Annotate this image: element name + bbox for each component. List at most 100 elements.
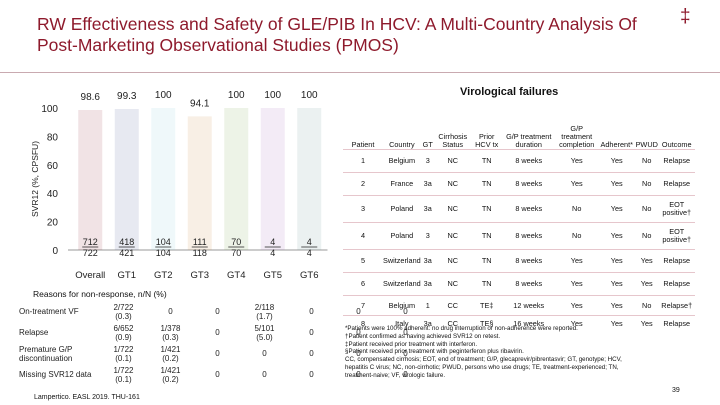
vf-row: 2 France 3a NC TN 8 weeks Yes Yes No Relapse (343, 172, 695, 196)
vf-cell: NC (434, 249, 471, 273)
vf-cell: No (634, 222, 659, 250)
y-axis-label: SVR12 (%, CPSFU) (30, 141, 40, 217)
value-label: 100 (264, 90, 281, 101)
bar (78, 109, 103, 250)
reason-value: 1/378 (0.3) (160, 323, 181, 342)
vf-cell: Yes (598, 195, 635, 223)
footnote-line: hepatitis C virus; NC, non-cirrhotic; PW… (345, 363, 619, 371)
vf-cell: 16 weeks (502, 315, 555, 333)
footnote-line: *Patients were 100% adherent: no drug in… (345, 325, 578, 332)
reason-value: 0 (309, 370, 314, 379)
value-label: 99.3 (117, 91, 137, 102)
vf-header-cell: Prior HCV tx (475, 132, 499, 149)
reason-value: 2/118 (1.7) (254, 302, 275, 321)
vf-cell: Yes (598, 149, 635, 173)
x-tick-label: GT6 (300, 270, 318, 281)
numerator-label: 70 (231, 237, 241, 247)
footnote-line: CC, compensated cirrhosis; EOT, end of t… (345, 356, 622, 364)
vf-cell: Yes (554, 172, 599, 196)
vf-cell: Belgium (383, 149, 421, 173)
reason-value: 0 (356, 349, 361, 358)
vf-cell: 1 (420, 295, 435, 316)
y-tick-label: 20 (47, 218, 59, 229)
vf-cell: Yes (554, 295, 599, 316)
vf-header-cell: G/P treatment duration (506, 132, 552, 149)
reason-value: 1/421 (0.2) (160, 344, 181, 363)
reason-label: Premature G/P discontinuation (19, 344, 73, 363)
reason-value: 0 (309, 307, 314, 316)
vf-header-cell: Adherent* (600, 140, 633, 149)
reasons-row: Relapse 6/652 (0.9) 1/378 (0.3) 0 5/101 (5.0… (19, 322, 429, 343)
value-label: 94.1 (190, 98, 210, 109)
vf-cell: Poland (383, 222, 421, 250)
vf-cell: Yes (598, 315, 635, 333)
reason-value: 0 (403, 370, 408, 379)
value-label: 100 (155, 90, 172, 101)
vf-header-row: Patient Country GT Cirrhosis Status Prior HC… (343, 107, 695, 150)
vf-header-cell: GT (422, 140, 433, 149)
reason-label: Relapse (19, 328, 49, 337)
reason-label: Missing SVR12 data (19, 370, 92, 379)
reason-value: 0 (215, 349, 220, 358)
vf-cell: Yes (554, 315, 599, 333)
vf-cell: 3a (420, 172, 435, 196)
vf-cell: CC (434, 295, 471, 316)
vf-cell: Yes (634, 272, 659, 296)
x-tick-label: GT2 (154, 270, 172, 281)
vf-cell: 8 weeks (502, 149, 555, 173)
vf-row: 1 Belgium 3 NC TN 8 weeks Yes Yes No Relapse (343, 149, 695, 173)
vf-cell: Relapse (658, 272, 695, 296)
reason-value: 2/722 (0.3) (113, 302, 134, 321)
vf-cell: 3 (343, 195, 383, 223)
reasons-row: Missing SVR12 data 1/722 (0.1) 1/421 (0.2)… (19, 364, 429, 385)
vf-cell: Yes (634, 249, 659, 273)
vf-cell: Yes (554, 249, 599, 273)
value-label: 98.6 (81, 92, 101, 103)
vf-cell: 8 weeks (502, 222, 555, 250)
vf-cell: Relapse (658, 315, 695, 333)
vf-cell: 3a (420, 315, 435, 333)
vf-cell: 8 weeks (502, 249, 555, 273)
reason-value: 5/101 (5.0) (254, 323, 275, 342)
citation: Lampertico. EASL 2019. THU-161 (34, 394, 140, 401)
vf-cell: Yes (598, 222, 635, 250)
numerator-label: 4 (307, 237, 312, 247)
vf-cell: France (383, 172, 421, 196)
vf-cell: EOT positive† (658, 222, 695, 250)
reason-value: 0 (309, 349, 314, 358)
vf-cell: 8 weeks (502, 195, 555, 223)
virological-failures-table: Patient Country GT Cirrhosis Status Prior HC… (343, 107, 695, 333)
numerator-label: 712 (83, 237, 98, 247)
y-tick-label: 80 (47, 132, 59, 143)
vf-cell: No (634, 295, 659, 316)
vf-row: 5 Switzerland 3a NC TN 8 weeks Yes Yes Yes Relaps… (343, 249, 695, 273)
numerator-label: 418 (119, 237, 134, 247)
y-tick-label: 40 (47, 189, 59, 200)
reason-value: 0 (403, 349, 408, 358)
page-number: 39 (672, 387, 680, 394)
vf-cell: 3 (420, 149, 435, 173)
numerator-label: 111 (193, 237, 207, 247)
title-divider (0, 72, 720, 73)
vf-cell: TN (470, 222, 503, 250)
vf-cell: 3a (420, 195, 435, 223)
bar (224, 108, 249, 250)
denominator-label: 104 (156, 248, 171, 258)
vf-cell: 8 (343, 315, 383, 333)
reason-value: 1/722 (0.1) (113, 344, 134, 363)
value-label: 100 (301, 90, 318, 101)
denominator-label: 4 (307, 248, 312, 258)
reason-value: 0 (309, 328, 314, 337)
vf-header-cell: Country (389, 140, 415, 149)
vf-cell: Yes (554, 149, 599, 173)
vf-cell: No (554, 222, 599, 250)
vf-cell: 2 (343, 172, 383, 196)
vf-cell: TE§ (470, 315, 503, 333)
reasons-row: Premature G/P discontinuation 1/722 (0.1)… (19, 343, 429, 364)
vf-header-cell: Cirrhosis Status (438, 132, 468, 149)
vf-cell: 8 weeks (502, 272, 555, 296)
vf-cell: TN (470, 172, 503, 196)
vf-row: 6 Switzerland 3a NC TN 8 weeks Yes Yes Yes Relaps… (343, 272, 695, 296)
vf-row: 3 Poland 3a NC TN 8 weeks No Yes No EOT positive† (343, 195, 695, 223)
reason-value: 0 (403, 328, 408, 337)
